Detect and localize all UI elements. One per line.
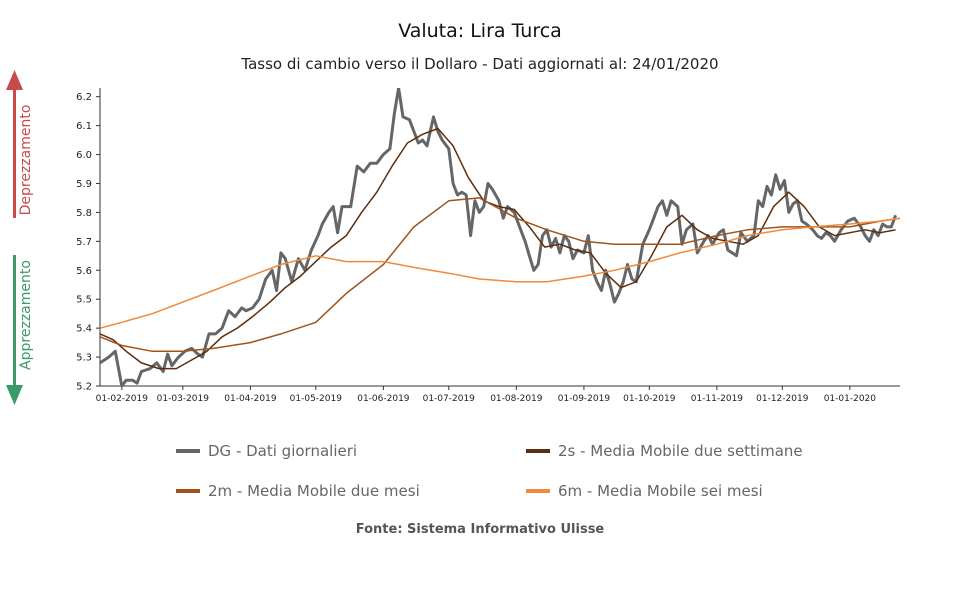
- x-tick-label: 01-08-2019: [490, 394, 543, 404]
- legend-swatch-dg: [176, 449, 200, 453]
- x-tick-label: 01-02-2019: [96, 394, 149, 404]
- depreciation-label: Deprezzamento: [18, 105, 34, 216]
- legend-item-ma2m: 2m - Media Mobile due mesi: [176, 482, 420, 500]
- appreciation-label: Apprezzamento: [18, 260, 34, 370]
- x-tick-label: 01-01-2020: [824, 394, 877, 404]
- y-tick-label: 5.2: [76, 382, 92, 393]
- y-tick-label: 5.5: [76, 295, 92, 306]
- y-tick-label: 6.1: [76, 121, 92, 132]
- legend-label-dg: DG - Dati giornalieri: [208, 442, 358, 460]
- series-line-dg: [100, 88, 898, 388]
- x-tick-label: 01-12-2019: [756, 394, 809, 404]
- series-lines: [100, 88, 900, 388]
- y-tick-label: 6.2: [76, 92, 92, 103]
- source-note: Fonte: Sistema Informativo Ulisse: [355, 522, 605, 537]
- x-tick-label: 01-06-2019: [357, 394, 410, 404]
- x-tick-label: 01-11-2019: [691, 394, 744, 404]
- down-arrow-shaft: [13, 255, 16, 385]
- legend-label-ma2m: 2m - Media Mobile due mesi: [208, 482, 420, 500]
- x-tick-label: 01-03-2019: [157, 394, 210, 404]
- legend-swatch-ma2m: [176, 489, 200, 493]
- y-tick-label: 5.7: [76, 237, 92, 248]
- x-tick-label: 01-04-2019: [224, 394, 277, 404]
- y-tick-label: 5.6: [76, 266, 92, 277]
- x-tick-label: 01-10-2019: [623, 394, 676, 404]
- y-tick-label: 6.0: [76, 150, 92, 161]
- up-arrow-icon: [6, 70, 23, 90]
- appreciation-indicator: Apprezzamento: [6, 255, 34, 405]
- x-tick-label: 01-09-2019: [558, 394, 611, 404]
- y-tick-label: 5.8: [76, 208, 92, 219]
- legend-item-dg: DG - Dati giornalieri: [176, 442, 357, 460]
- legend-swatch-ma6m: [526, 489, 550, 493]
- y-axis: 5.2 5.3 5.4 5.5 5.6 5.7 5.8 5.9 6.0 6.1 6.2: [76, 92, 100, 393]
- x-tick-label: 01-07-2019: [423, 394, 476, 404]
- x-tick-label: 01-05-2019: [290, 394, 343, 404]
- down-arrow-icon: [6, 385, 23, 405]
- series-line-ma2s: [100, 127, 896, 370]
- depreciation-indicator: Deprezzamento: [6, 70, 34, 218]
- legend-item-ma2s: 2s - Media Mobile due settimane: [526, 442, 803, 460]
- chart-subtitle: Tasso di cambio verso il Dollaro - Dati …: [241, 55, 719, 73]
- y-tick-label: 5.9: [76, 179, 92, 190]
- y-tick-label: 5.3: [76, 353, 92, 364]
- legend-item-ma6m: 6m - Media Mobile sei mesi: [526, 482, 763, 500]
- x-axis: 01-02-2019 01-03-2019 01-04-2019 01-05-2019…: [96, 386, 877, 404]
- chart-title: Valuta: Lira Turca: [398, 20, 562, 42]
- y-tick-label: 5.4: [76, 324, 92, 335]
- legend-swatch-ma2s: [526, 449, 550, 453]
- series-line-ma6m: [100, 217, 900, 329]
- up-arrow-shaft: [13, 88, 16, 218]
- legend-label-ma2s: 2s - Media Mobile due settimane: [558, 442, 803, 460]
- legend-label-ma6m: 6m - Media Mobile sei mesi: [558, 482, 763, 500]
- series-line-ma2m: [100, 197, 900, 353]
